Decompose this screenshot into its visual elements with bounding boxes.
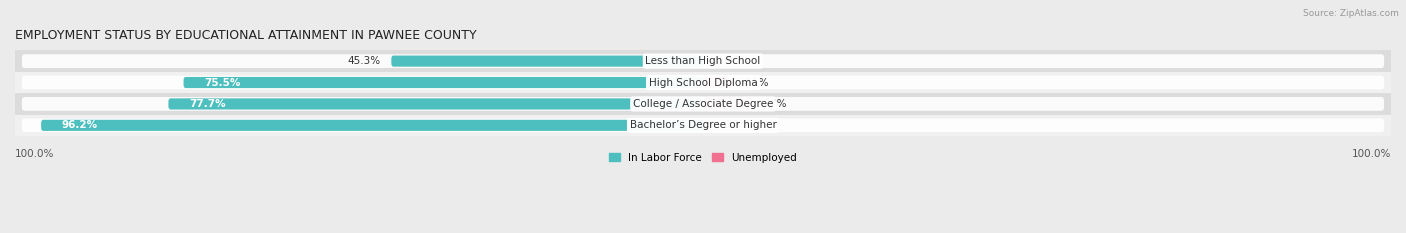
Bar [15, 72, 1391, 93]
Bar [15, 93, 1391, 115]
FancyBboxPatch shape [703, 77, 731, 88]
Text: 100.0%: 100.0% [15, 148, 55, 158]
FancyBboxPatch shape [22, 76, 1384, 89]
Text: Source: ZipAtlas.com: Source: ZipAtlas.com [1303, 9, 1399, 18]
Text: 100.0%: 100.0% [1351, 148, 1391, 158]
FancyBboxPatch shape [22, 119, 1384, 132]
FancyBboxPatch shape [169, 98, 703, 110]
Text: 96.2%: 96.2% [62, 120, 98, 130]
Text: 75.5%: 75.5% [204, 78, 240, 88]
FancyBboxPatch shape [391, 55, 703, 67]
FancyBboxPatch shape [22, 97, 1384, 111]
FancyBboxPatch shape [703, 98, 749, 110]
Text: 0.0%: 0.0% [724, 56, 749, 66]
Legend: In Labor Force, Unemployed: In Labor Force, Unemployed [609, 153, 797, 163]
Text: 4.1%: 4.1% [742, 78, 769, 88]
Text: High School Diploma: High School Diploma [648, 78, 758, 88]
Text: Bachelor’s Degree or higher: Bachelor’s Degree or higher [630, 120, 776, 130]
Text: College / Associate Degree: College / Associate Degree [633, 99, 773, 109]
Text: 45.3%: 45.3% [347, 56, 381, 66]
Bar [15, 115, 1391, 136]
Text: 6.7%: 6.7% [761, 99, 786, 109]
Text: 0.0%: 0.0% [724, 120, 749, 130]
Text: EMPLOYMENT STATUS BY EDUCATIONAL ATTAINMENT IN PAWNEE COUNTY: EMPLOYMENT STATUS BY EDUCATIONAL ATTAINM… [15, 29, 477, 42]
FancyBboxPatch shape [184, 77, 703, 88]
Text: Less than High School: Less than High School [645, 56, 761, 66]
FancyBboxPatch shape [22, 54, 1384, 68]
FancyBboxPatch shape [41, 120, 703, 131]
Bar [15, 50, 1391, 72]
Text: 77.7%: 77.7% [188, 99, 226, 109]
